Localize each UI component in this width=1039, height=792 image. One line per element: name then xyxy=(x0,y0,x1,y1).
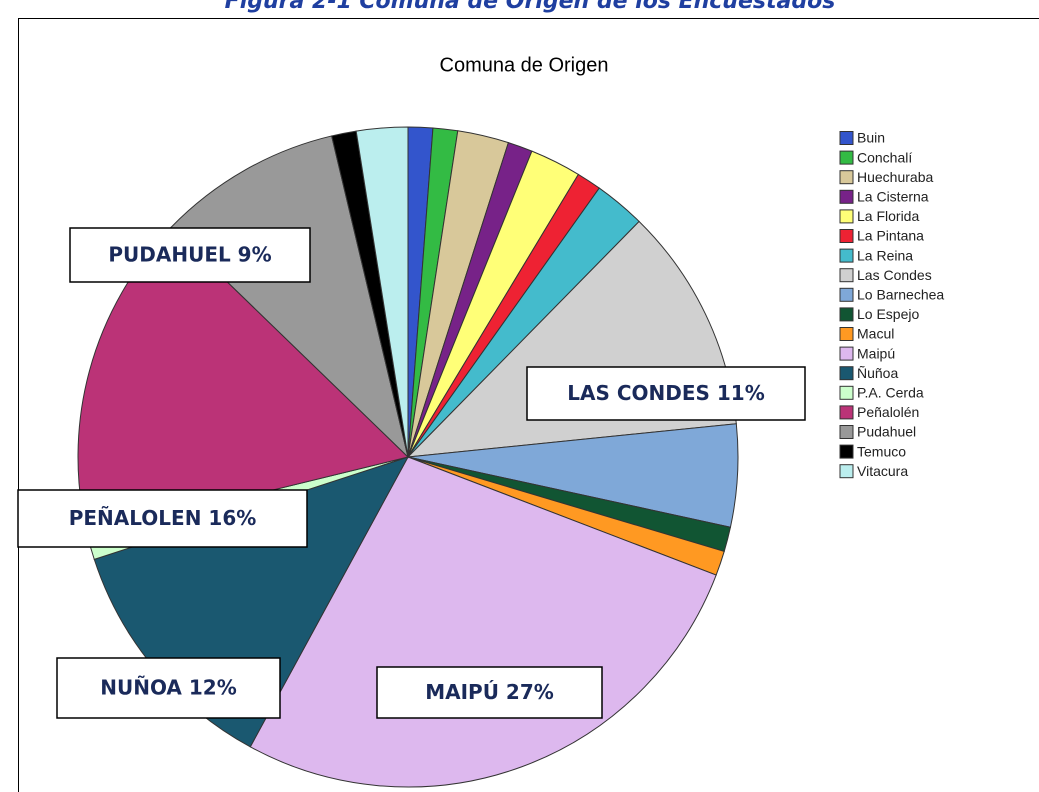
legend-label: Macul xyxy=(857,326,894,342)
legend-label: P.A. Cerda xyxy=(857,385,924,401)
legend-swatch xyxy=(839,170,854,185)
legend-label: Lo Barnechea xyxy=(857,287,944,303)
legend-label: La Florida xyxy=(857,208,919,224)
label-box xyxy=(69,227,311,283)
legend-swatch xyxy=(839,425,854,439)
legend-swatch xyxy=(839,444,854,459)
legend-label: Lo Espejo xyxy=(857,306,919,322)
legend-swatch xyxy=(839,150,854,165)
data-label: PEÑALOLEN 16% xyxy=(69,506,257,530)
legend-swatch xyxy=(839,248,854,263)
legend-label: Buin xyxy=(857,130,885,146)
legend-swatch xyxy=(839,307,854,322)
legend-label: La Reina xyxy=(857,247,913,263)
legend-label: Peñalolén xyxy=(857,404,919,420)
legend-label: Ñuñoa xyxy=(857,365,898,381)
legend-swatch xyxy=(839,405,854,420)
legend-swatch xyxy=(839,366,854,381)
data-label: LAS CONDES 11% xyxy=(567,381,765,405)
legend-label: Vitacura xyxy=(857,463,908,479)
data-label: PUDAHUEL 9% xyxy=(108,243,271,267)
figure-title: Figura 2-1 Comuna de Origen de los Encue… xyxy=(225,0,836,14)
label-box xyxy=(376,666,603,719)
legend-label: Las Condes xyxy=(857,267,932,283)
data-label: MAIPÚ 27% xyxy=(425,680,554,704)
legend-label: Huechuraba xyxy=(857,169,933,185)
chart-title: Comuna de Origen xyxy=(440,54,609,76)
label-box xyxy=(17,489,308,548)
legend-swatch xyxy=(839,346,854,361)
pie-slice xyxy=(355,126,409,458)
legend-swatch xyxy=(839,464,854,479)
legend-swatch xyxy=(839,229,854,243)
legend-label: Temuco xyxy=(857,443,906,459)
legend-swatch xyxy=(839,209,854,224)
legend-label: Conchalí xyxy=(857,149,912,165)
data-label: NUÑOA 12% xyxy=(100,676,237,700)
legend-swatch xyxy=(839,189,854,204)
legend-swatch xyxy=(839,131,854,145)
legend-label: La Pintana xyxy=(857,228,924,244)
legend-swatch xyxy=(839,268,854,283)
legend-swatch xyxy=(839,287,854,302)
legend-label: Pudahuel xyxy=(857,424,916,440)
label-box xyxy=(56,657,281,719)
label-box xyxy=(526,366,806,421)
legend-swatch xyxy=(839,327,854,341)
legend-label: Maipú xyxy=(857,345,895,361)
legend-swatch xyxy=(839,385,854,400)
pie-slice xyxy=(170,135,409,459)
legend-label: La Cisterna xyxy=(857,189,929,205)
